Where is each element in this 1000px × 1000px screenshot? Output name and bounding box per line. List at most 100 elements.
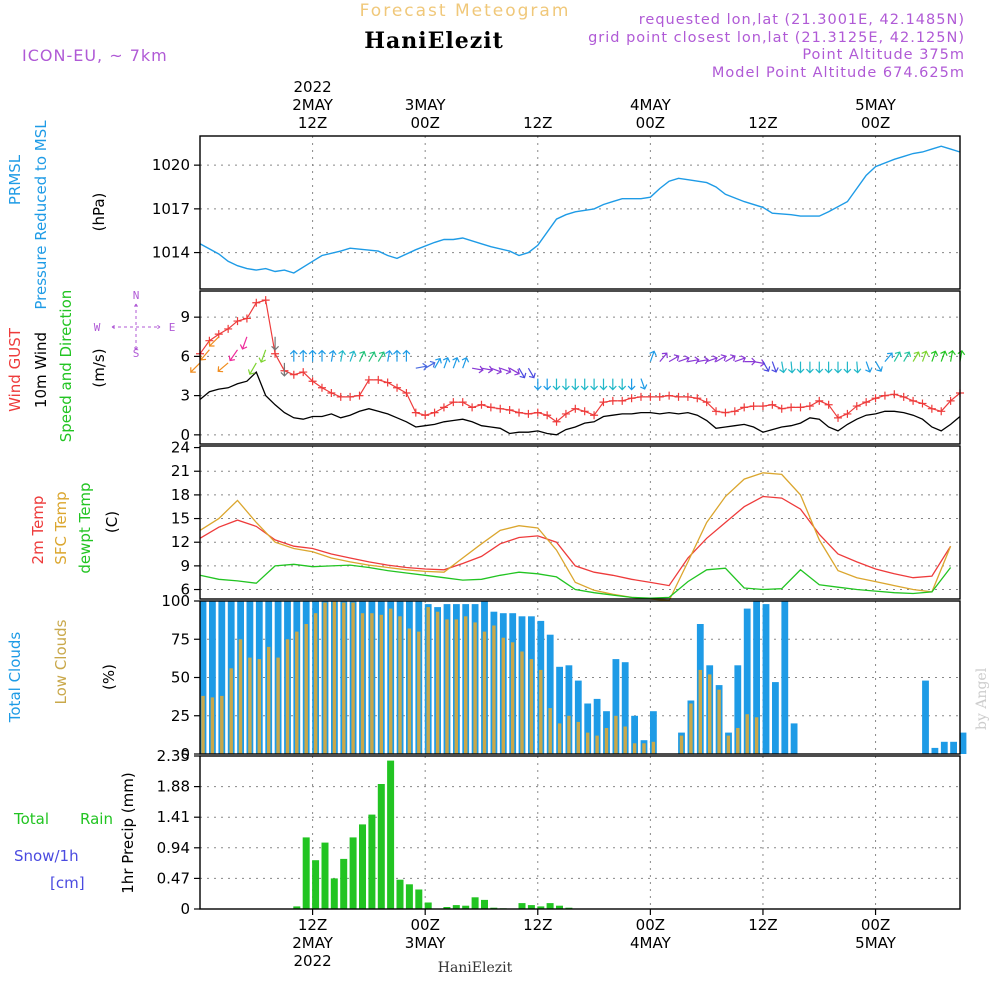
wind-direction-arrow: [190, 362, 201, 373]
total-cloud-bar: [940, 741, 948, 754]
rain-bar: [462, 905, 470, 909]
low-cloud-bar: [210, 697, 215, 754]
low-cloud-bar: [407, 628, 412, 754]
wind-direction-arrow: [299, 349, 308, 362]
gust-point: [665, 391, 674, 400]
wind-direction-arrow: [668, 354, 680, 363]
time-label-hour: 12Z: [748, 114, 777, 132]
wind-direction-arrow: [271, 336, 280, 351]
wind-direction-arrow: [509, 367, 520, 376]
wind-direction-arrow: [552, 378, 561, 391]
low-cloud-bar: [323, 602, 327, 754]
label-snow: Snow/1h: [14, 847, 79, 865]
ytick-label: 18: [171, 486, 190, 504]
time-label-hour: 00Z: [636, 916, 665, 934]
low-cloud-bar: [557, 723, 562, 754]
ytick-label: 0.94: [157, 839, 190, 857]
gust-point: [899, 392, 908, 401]
wind-direction-arrow: [940, 350, 948, 362]
wind-direction-arrow: [843, 361, 852, 374]
gust-point: [289, 370, 298, 379]
gust-point: [805, 402, 814, 411]
gust-point: [590, 411, 599, 420]
time-label-hour: 12Z: [748, 916, 777, 934]
ytick-label: 2.35: [157, 747, 190, 765]
gust-point: [655, 392, 664, 401]
model-name: ICON-EU, ~ 7km: [22, 46, 168, 65]
ylabel-precip: 1hr Precip (mm): [119, 772, 137, 893]
wind-direction-arrow: [734, 355, 747, 363]
wind-direction-arrow: [571, 378, 580, 391]
location-name: HaniElezit: [364, 28, 504, 54]
wind-direction-arrow: [762, 361, 771, 372]
gust-point: [242, 314, 251, 323]
rain-bar: [424, 902, 432, 909]
low-cloud-bar: [398, 616, 402, 754]
wind-direction-arrow: [280, 362, 289, 377]
wind-direction-arrow: [805, 361, 814, 374]
time-label-hour: 12Z: [298, 114, 327, 132]
gust-point: [561, 409, 570, 418]
rain-bar: [330, 878, 338, 909]
gust-point: [421, 411, 430, 420]
panel-frame: [199, 445, 961, 600]
gust-point: [890, 390, 899, 399]
wind-direction-arrow: [393, 349, 401, 362]
panel-clouds: 0 25 50 75 100: [161, 592, 967, 763]
gust-point: [252, 298, 261, 307]
rain-bar: [443, 907, 451, 909]
total-cloud-bar: [574, 680, 582, 754]
time-label-year: 2022: [293, 78, 331, 96]
wind-direction-arrow: [640, 378, 648, 390]
ylabel-pressure: (hPa): [90, 193, 108, 232]
rain-bar: [405, 884, 413, 909]
wind-direction-arrow: [368, 351, 377, 362]
label-wind-gust: Wind GUST: [6, 327, 24, 412]
ytick-label: 100: [161, 592, 190, 610]
gust-point: [946, 396, 955, 405]
rain-bar: [368, 814, 376, 909]
wind-direction-arrow: [957, 349, 966, 362]
time-label-date: 5MAY: [855, 96, 897, 114]
wind-direction-arrow: [725, 354, 736, 363]
gridpoint-coords: grid point closest lon,lat (21.3125E, 42…: [588, 30, 965, 46]
wind-direction-arrow: [948, 349, 956, 362]
gust-point: [402, 389, 411, 397]
wind-direction-arrow: [209, 336, 220, 347]
gust-point: [740, 403, 749, 412]
gust-point: [852, 402, 861, 411]
wind-direction-arrow: [402, 349, 411, 362]
gust-point: [449, 398, 458, 407]
label-2m-temp: 2m Temp: [29, 496, 47, 565]
wind-direction-arrow: [338, 349, 346, 362]
low-cloud-bar: [651, 741, 656, 754]
low-cloud-bar: [726, 735, 731, 754]
wind-direction-arrow: [599, 378, 608, 391]
ytick-label: 15: [171, 510, 190, 528]
total-cloud-bar: [959, 732, 967, 754]
wind-direction-arrow: [649, 350, 657, 362]
gust-point: [815, 396, 824, 405]
wind-direction-arrow: [228, 349, 238, 362]
gust-point: [927, 404, 936, 413]
low-cloud-bar: [698, 669, 702, 754]
wind-direction-arrow: [659, 352, 668, 362]
wind-direction-arrow: [875, 361, 883, 372]
wind-direction-arrow: [200, 349, 210, 361]
total-cloud-bar: [593, 698, 601, 754]
panel-frame: [199, 600, 961, 755]
rain-bar: [556, 905, 563, 909]
wind-direction-arrow: [308, 349, 317, 362]
wind-direction-arrow: [471, 365, 484, 374]
wind-direction-arrow: [490, 367, 502, 375]
wind-direction-arrow: [442, 357, 451, 369]
low-cloud-bar: [304, 624, 308, 754]
total-cloud-bar: [631, 715, 638, 755]
gust-point: [383, 378, 392, 387]
gust-point: [702, 398, 711, 407]
ytick-label: 1.41: [157, 808, 190, 826]
time-label-year: 2022: [293, 952, 331, 970]
wind-direction-arrow: [903, 351, 912, 362]
